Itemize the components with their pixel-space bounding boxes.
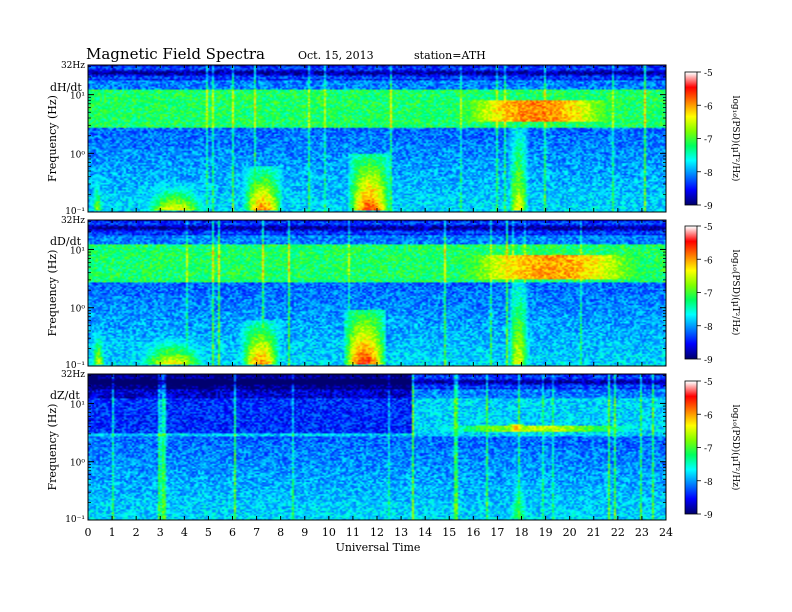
x-tick-label: 20	[563, 526, 577, 539]
x-tick-label: 5	[205, 526, 212, 539]
date-label: Oct. 15, 2013	[298, 49, 374, 62]
colorbar-label: log₁₀(PSD)(μT²/Hz)	[730, 405, 741, 491]
x-tick-label: 24	[659, 526, 673, 539]
x-tick-label: 16	[466, 526, 480, 539]
y-axis-label: Frequency (Hz)	[46, 250, 59, 337]
y-top-label: 32Hz	[61, 61, 85, 71]
colorbar-tick-label: -6	[704, 256, 713, 266]
x-tick-label: 0	[85, 526, 92, 539]
colorbar-dd	[685, 226, 697, 359]
colorbar-tick-label: -6	[704, 102, 713, 112]
x-tick-label: 4	[181, 526, 188, 539]
y-tick-label: 10⁰	[70, 150, 85, 160]
spectrogram-dd	[88, 220, 666, 366]
spectrogram-dz	[88, 374, 666, 520]
colorbar-tick-label: -5	[704, 378, 713, 388]
colorbar-label: log₁₀(PSD)(μT²/Hz)	[730, 250, 741, 336]
y-tick-label: 10⁻¹	[65, 515, 85, 525]
x-tick-label: 7	[253, 526, 260, 539]
y-tick-label: 10⁰	[70, 305, 85, 315]
x-tick-label: 10	[322, 526, 336, 539]
colorbar-tick-label: -7	[704, 136, 713, 146]
colorbar-tick-label: -9	[704, 202, 713, 212]
x-tick-label: 11	[346, 526, 360, 539]
x-tick-label: 21	[587, 526, 601, 539]
x-tick-label: 12	[370, 526, 384, 539]
y-tick-label: 10¹	[70, 92, 85, 102]
x-tick-label: 1	[109, 526, 116, 539]
x-tick-label: 19	[539, 526, 553, 539]
panel-dz: dZ/dt	[50, 373, 667, 521]
x-tick-label: 22	[611, 526, 625, 539]
x-tick-label: 17	[490, 526, 504, 539]
x-tick-label: 15	[442, 526, 456, 539]
panel-dh: dH/dt	[50, 64, 667, 213]
figure-title: Magnetic Field Spectra	[86, 45, 265, 63]
colorbar-tick-label: -9	[704, 511, 713, 521]
colorbar-tick-label: -9	[704, 356, 713, 366]
x-tick-label: 8	[277, 526, 284, 539]
station-label: station=ATH	[414, 49, 486, 62]
colorbar-tick-label: -8	[704, 169, 713, 179]
x-tick-label: 3	[157, 526, 164, 539]
colorbar-tick-label: -6	[704, 411, 713, 421]
y-tick-label: 10¹	[70, 400, 85, 410]
colorbar-tick-label: -7	[704, 290, 713, 300]
panel-label-dz: dZ/dt	[50, 389, 80, 402]
colorbar-dh	[685, 72, 697, 205]
spectrogram-dh	[88, 65, 666, 212]
y-axis-label: Frequency (Hz)	[46, 404, 59, 491]
colorbar-dz	[685, 381, 697, 514]
x-tick-label: 2	[133, 526, 140, 539]
colorbar-tick-label: -7	[704, 445, 713, 455]
y-tick-label: 10⁻¹	[65, 361, 85, 371]
y-top-label: 32Hz	[61, 216, 85, 226]
panel-label-dh: dH/dt	[50, 81, 82, 94]
colorbar-tick-label: -5	[704, 69, 713, 79]
panel-label-dd: dD/dt	[50, 235, 82, 248]
x-axis-label: Universal Time	[336, 541, 421, 554]
x-tick-label: 23	[635, 526, 649, 539]
x-tick-label: 6	[229, 526, 236, 539]
x-tick-label: 18	[515, 526, 529, 539]
colorbar-tick-label: -5	[704, 223, 713, 233]
x-tick-label: 9	[301, 526, 308, 539]
colorbar-tick-label: -8	[704, 323, 713, 333]
colorbar-tick-label: -8	[704, 478, 713, 488]
y-axis-label: Frequency (Hz)	[46, 95, 59, 182]
y-tick-label: 10⁻¹	[65, 207, 85, 217]
colorbar-label: log₁₀(PSD)(μT²/Hz)	[730, 96, 741, 182]
x-tick-label: 14	[418, 526, 432, 539]
y-tick-label: 10¹	[70, 246, 85, 256]
x-tick-label: 13	[394, 526, 408, 539]
panel-dd: dD/dt	[50, 219, 667, 367]
y-tick-label: 10⁰	[70, 459, 85, 469]
y-top-label: 32Hz	[61, 370, 85, 380]
